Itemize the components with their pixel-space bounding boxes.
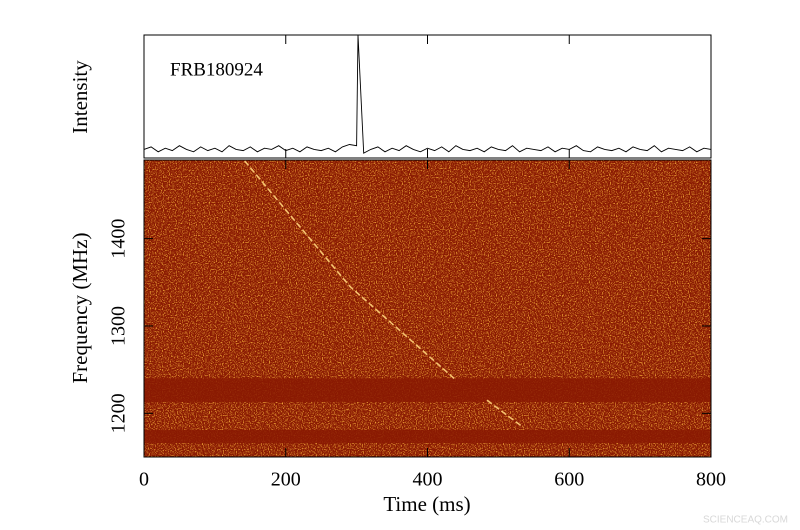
burst-track bbox=[243, 160, 524, 428]
watermark: SCIENCEAQ.COM bbox=[703, 515, 788, 526]
spectrum-panel bbox=[143, 159, 712, 458]
x-axis-label: Time (ms) bbox=[383, 492, 470, 516]
x-tick-label: 600 bbox=[554, 469, 584, 491]
intensity-line bbox=[143, 34, 712, 154]
masked-band bbox=[144, 429, 711, 444]
x-tick-label: 800 bbox=[696, 469, 726, 491]
annotation: FRB180924 bbox=[170, 59, 263, 80]
masked-band bbox=[144, 378, 711, 402]
y-tick-label: 1200 bbox=[108, 393, 130, 433]
y-axis-label: Intensity bbox=[68, 60, 92, 134]
x-tick-label: 0 bbox=[139, 469, 149, 491]
y-tick-label: 1300 bbox=[108, 306, 130, 346]
x-tick-label: 400 bbox=[413, 469, 443, 491]
y-axis-label: Frequency (MHz) bbox=[68, 232, 92, 383]
panel-frame bbox=[143, 34, 712, 159]
x-tick-label: 200 bbox=[271, 469, 301, 491]
y-tick-label: 1400 bbox=[108, 219, 130, 259]
heatmap-noise bbox=[144, 160, 711, 457]
intensity-panel: FRB180924 Intensity bbox=[68, 34, 712, 159]
axes: Time (ms) Frequency (MHz) SCIENCEAQ.COM … bbox=[68, 35, 788, 526]
